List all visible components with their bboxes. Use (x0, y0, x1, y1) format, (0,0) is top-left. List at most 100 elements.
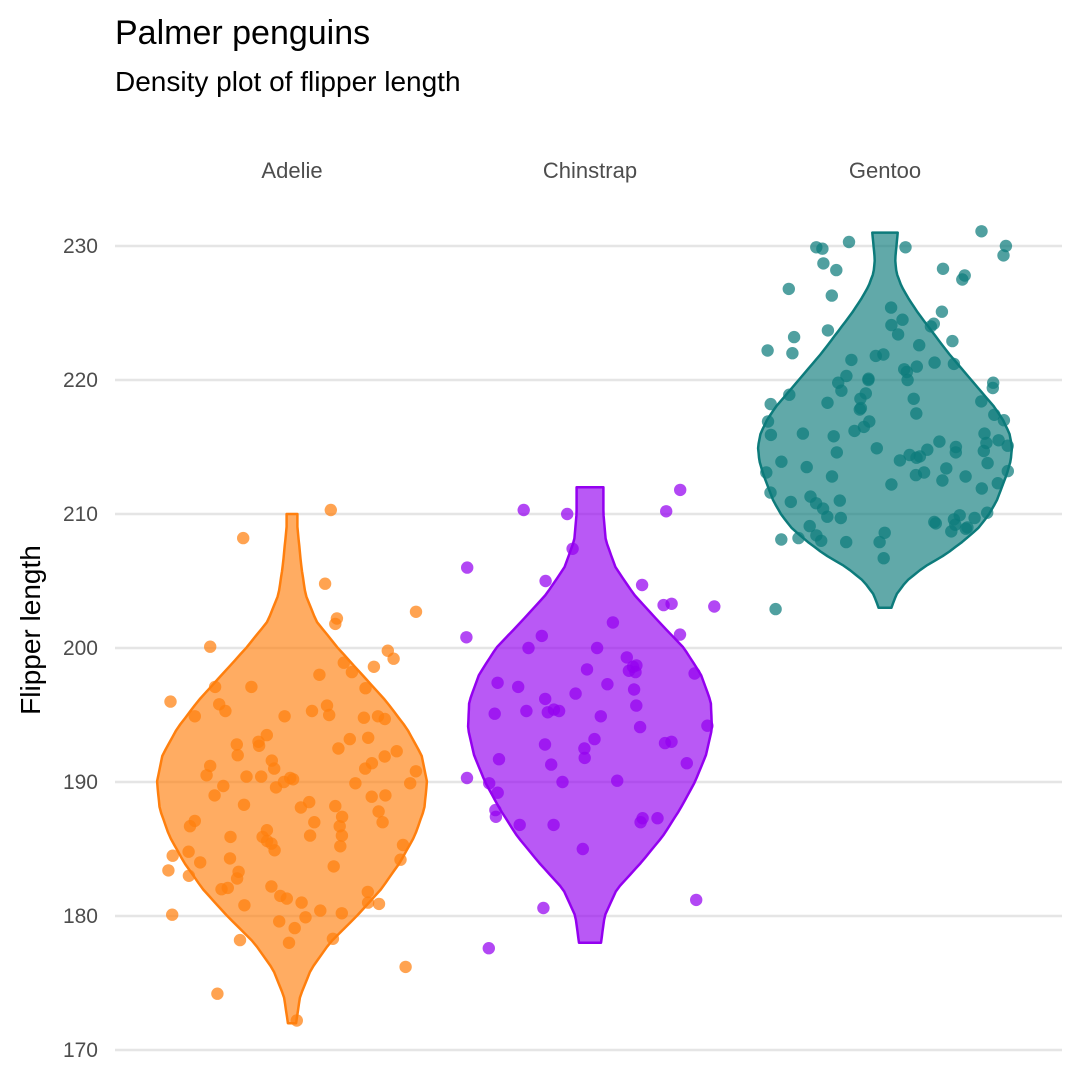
point-chinstrap (657, 598, 670, 612)
point-gentoo (929, 517, 942, 530)
point-adelie (299, 911, 312, 924)
point-adelie (329, 799, 342, 813)
point-adelie (326, 932, 340, 945)
facet-label-gentoo: Gentoo (849, 158, 921, 183)
point-gentoo (907, 392, 920, 405)
point-adelie (166, 908, 179, 921)
point-gentoo (835, 384, 848, 397)
point-chinstrap (539, 574, 552, 588)
point-adelie (164, 695, 177, 708)
point-gentoo (947, 357, 961, 371)
point-gentoo (949, 446, 962, 459)
point-adelie (183, 820, 197, 833)
point-adelie (335, 907, 348, 920)
point-adelie (387, 652, 400, 665)
point-adelie (361, 885, 374, 899)
point-adelie (268, 844, 281, 857)
point-adelie (217, 779, 230, 793)
point-gentoo (825, 470, 839, 483)
point-chinstrap (460, 631, 473, 644)
y-tick-label-230: 230 (63, 235, 98, 258)
point-adelie (274, 889, 287, 903)
point-gentoo (817, 257, 830, 270)
point-chinstrap (491, 676, 504, 689)
point-adelie (194, 856, 207, 869)
point-chinstrap (590, 641, 604, 655)
point-adelie (399, 960, 412, 974)
point-chinstrap (461, 561, 474, 574)
point-gentoo (986, 381, 999, 395)
point-gentoo (784, 495, 797, 509)
point-gentoo (764, 428, 778, 442)
point-gentoo (761, 415, 775, 428)
point-adelie (324, 503, 337, 517)
point-gentoo (815, 534, 828, 547)
point-gentoo (873, 535, 886, 549)
point-adelie (409, 605, 423, 618)
point-chinstrap (482, 942, 495, 955)
facet-label-adelie: Adelie (261, 158, 322, 183)
point-chinstrap (566, 542, 579, 555)
point-chinstrap (491, 786, 504, 799)
point-gentoo (787, 330, 801, 344)
point-chinstrap (512, 680, 525, 694)
point-chinstrap (483, 777, 496, 790)
point-gentoo (760, 466, 773, 479)
point-adelie (238, 899, 251, 912)
point-chinstrap (627, 683, 641, 696)
point-gentoo (827, 430, 840, 443)
point-adelie (372, 805, 385, 818)
point-chinstrap (658, 736, 672, 750)
point-gentoo (975, 395, 988, 408)
point-adelie (284, 771, 297, 785)
point-chinstrap (620, 651, 633, 664)
point-chinstrap (539, 692, 552, 706)
point-gentoo (975, 482, 988, 495)
point-adelie (268, 762, 281, 775)
point-chinstrap (701, 719, 714, 732)
point-gentoo (869, 349, 882, 363)
point-chinstrap (537, 901, 550, 915)
point-adelie (233, 933, 247, 947)
point-gentoo (878, 526, 891, 539)
point-chinstrap (535, 629, 548, 643)
point-adelie (269, 781, 283, 794)
point-chinstrap (673, 628, 687, 641)
point-gentoo (769, 602, 782, 616)
point-adelie (213, 698, 226, 711)
point-chinstrap (561, 507, 574, 521)
point-chinstrap (629, 665, 642, 679)
point-gentoo (859, 387, 872, 400)
point-gentoo (928, 356, 941, 369)
point-adelie (305, 704, 319, 718)
violin-chinstrap (466, 485, 714, 945)
point-adelie (335, 810, 349, 823)
violin-gentoo (756, 231, 1014, 610)
point-adelie (308, 816, 321, 829)
point-gentoo (782, 282, 795, 296)
point-chinstrap (611, 774, 624, 787)
point-chinstrap (576, 842, 589, 856)
point-gentoo (936, 474, 949, 487)
point-chinstrap (708, 600, 721, 613)
point-gentoo (842, 235, 856, 249)
point-chinstrap (545, 758, 558, 771)
violin-adelie (155, 512, 429, 1025)
point-adelie (230, 872, 244, 885)
point-adelie (182, 869, 196, 882)
point-adelie (295, 896, 308, 909)
point-chinstrap (580, 663, 594, 676)
point-gentoo (980, 436, 993, 450)
point-adelie (394, 853, 407, 866)
point-adelie (260, 728, 273, 742)
point-chinstrap (556, 775, 569, 789)
point-gentoo (1001, 464, 1014, 478)
point-adelie (221, 881, 234, 895)
point-gentoo (845, 353, 858, 367)
point-adelie (390, 745, 403, 758)
chart-subtitle: Density plot of flipper length (115, 66, 461, 97)
y-axis-ticks: 170 180 190 200 210 220 230 (63, 235, 98, 1062)
point-adelie (335, 829, 349, 842)
y-tick-label-200: 200 (63, 637, 98, 660)
